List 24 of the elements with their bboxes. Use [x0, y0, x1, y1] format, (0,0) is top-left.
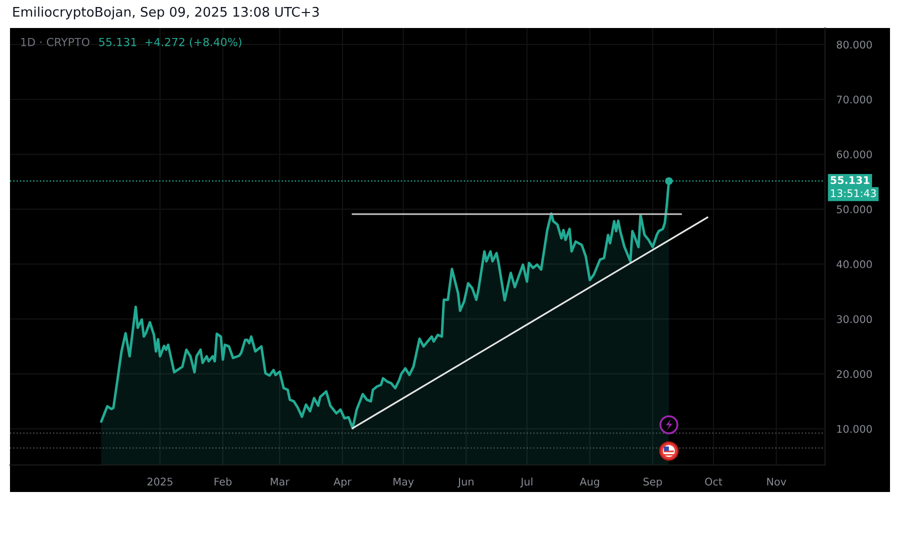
y-tick-label: 80.000 — [836, 40, 872, 49]
x-tick-label: Feb — [214, 478, 232, 486]
x-tick-label: May — [394, 478, 414, 488]
y-tick-label: 60.000 — [836, 150, 872, 158]
y-tick-label: 20.000 — [836, 370, 872, 378]
y-tick-label: 30.000 — [836, 315, 872, 324]
x-tick-label: Jul — [520, 478, 532, 488]
x-tick-label: Nov — [767, 478, 786, 486]
x-tick-label: Jun — [457, 478, 474, 488]
text: 13:51:43 — [831, 189, 876, 198]
x-tick-label: Apr — [334, 478, 352, 488]
y-tick-label: 70.000 — [836, 96, 872, 104]
x-tick-label: Mar — [270, 478, 290, 486]
y-tick-label: 40.000 — [836, 260, 872, 268]
y-tick-label: 50.000 — [836, 205, 872, 214]
ref-line-label: 55.131 — [830, 176, 870, 184]
x-tick-label: Aug — [580, 478, 600, 488]
x-tick-label: 2025 — [148, 478, 172, 486]
annotation: 1D · CRYPTO — [21, 38, 90, 46]
chart-title: EmiliocryptoBojan, Sep 09, 2025 13:08 UTC+3 — [13, 6, 319, 20]
annotation: 55.131 +4.272 (+8.40%) — [99, 38, 242, 48]
x-tick-label: Sep — [644, 478, 662, 488]
y-tick-label: 10.000 — [837, 424, 872, 433]
x-tick-label: Oct — [705, 478, 722, 486]
